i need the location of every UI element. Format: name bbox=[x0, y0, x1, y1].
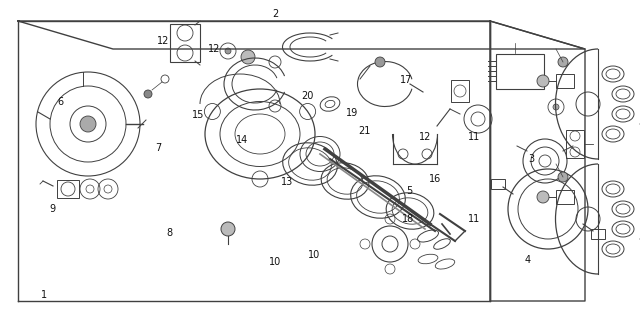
Circle shape bbox=[553, 104, 559, 110]
Text: 4: 4 bbox=[525, 255, 531, 265]
Circle shape bbox=[144, 90, 152, 98]
Text: 5: 5 bbox=[406, 186, 413, 197]
Circle shape bbox=[80, 116, 96, 132]
Bar bbox=[170, 24, 200, 62]
Text: 8: 8 bbox=[166, 228, 173, 238]
Text: 12: 12 bbox=[208, 44, 221, 55]
Bar bbox=[556, 190, 574, 204]
Text: 11: 11 bbox=[467, 132, 480, 142]
Circle shape bbox=[537, 191, 549, 203]
Text: 21: 21 bbox=[358, 126, 371, 136]
Circle shape bbox=[225, 48, 231, 54]
Text: 1: 1 bbox=[40, 290, 47, 300]
Bar bbox=[496, 54, 544, 88]
Circle shape bbox=[537, 75, 549, 87]
Text: 10: 10 bbox=[269, 256, 282, 267]
Text: 18: 18 bbox=[402, 213, 415, 224]
Text: 16: 16 bbox=[429, 174, 442, 184]
Bar bbox=[451, 80, 469, 102]
Circle shape bbox=[241, 50, 255, 64]
Bar bbox=[491, 179, 505, 189]
Text: 9: 9 bbox=[49, 204, 56, 214]
Circle shape bbox=[375, 57, 385, 67]
Text: 14: 14 bbox=[236, 135, 248, 145]
Circle shape bbox=[558, 57, 568, 67]
Circle shape bbox=[558, 172, 568, 182]
Text: 17: 17 bbox=[400, 75, 413, 85]
Circle shape bbox=[221, 222, 235, 236]
Text: 6: 6 bbox=[58, 97, 64, 107]
Text: 20: 20 bbox=[301, 91, 314, 101]
Text: 10: 10 bbox=[307, 250, 320, 260]
Text: 2: 2 bbox=[272, 9, 278, 19]
Text: 19: 19 bbox=[346, 108, 358, 118]
Bar bbox=[57, 180, 79, 198]
Bar bbox=[556, 74, 574, 88]
Text: 11: 11 bbox=[467, 213, 480, 224]
Text: 12: 12 bbox=[419, 132, 432, 142]
Bar bbox=[591, 229, 605, 239]
Text: 13: 13 bbox=[280, 177, 293, 187]
Text: 7: 7 bbox=[156, 143, 162, 153]
Text: 3: 3 bbox=[528, 154, 534, 165]
Text: 15: 15 bbox=[192, 110, 205, 120]
Bar bbox=[566, 130, 584, 158]
Text: 12: 12 bbox=[157, 36, 170, 47]
